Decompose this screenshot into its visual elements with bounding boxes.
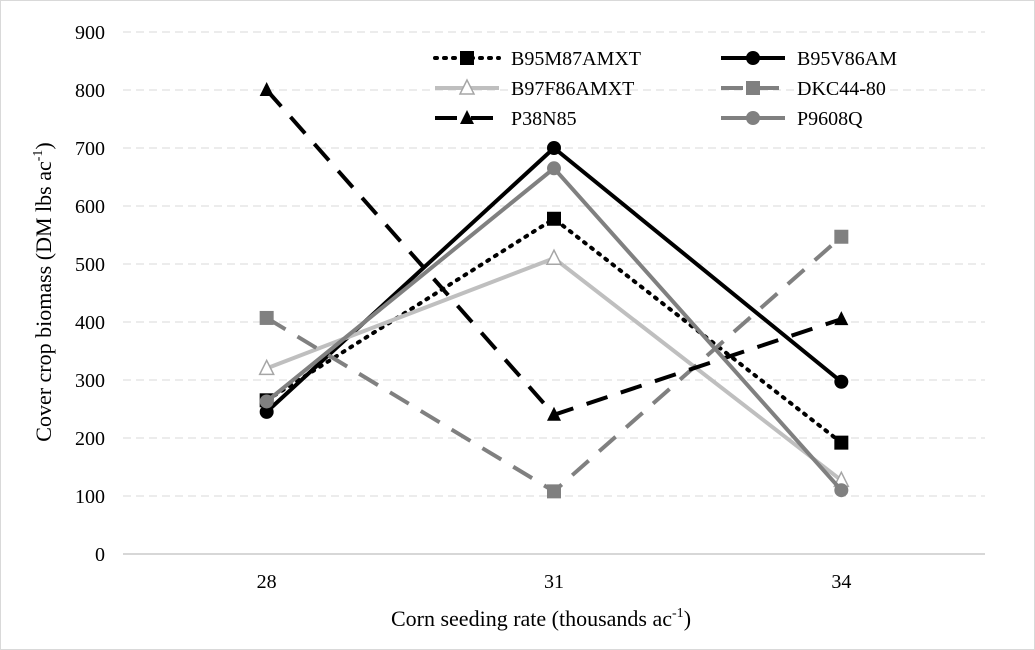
- y-tick-label: 400: [75, 312, 105, 334]
- y-tick-label: 0: [95, 544, 105, 566]
- data-point: [834, 483, 849, 498]
- legend-marker: [460, 110, 474, 124]
- legend-label: P38N85: [511, 108, 577, 130]
- y-tick-label: 700: [75, 138, 105, 160]
- data-point: [259, 394, 274, 409]
- series-p9608q: [259, 161, 849, 498]
- legend-item-p9608q: P9608Q: [721, 108, 863, 130]
- legend-marker: [746, 111, 760, 125]
- legend-label: B95V86AM: [797, 48, 897, 70]
- series-layer: [258, 82, 850, 499]
- legend: B95M87AMXT B95V86AM B97F86AMXT DKC44-80 P38N…: [433, 48, 897, 130]
- legend-item-b95v86am: B95V86AM: [721, 48, 897, 70]
- data-point: [259, 310, 274, 325]
- legend-marker: [458, 78, 476, 95]
- data-point: [258, 358, 275, 376]
- data-point: [547, 141, 561, 155]
- data-point: [259, 82, 274, 96]
- x-tick-label: 31: [544, 571, 564, 593]
- series-dkc44-80: [259, 229, 849, 499]
- data-point: [547, 211, 561, 226]
- y-axis-title: Cover crop biomass (DM lbs ac-1): [31, 142, 56, 441]
- legend-label: DKC44-80: [797, 78, 886, 100]
- data-point: [834, 435, 849, 450]
- data-point: [547, 406, 561, 421]
- data-point: [834, 229, 849, 244]
- series-line-dkc44-80: [265, 235, 843, 494]
- y-tick-label: 300: [75, 370, 105, 392]
- data-point: [834, 311, 849, 326]
- data-point: [545, 248, 563, 265]
- y-tick-label: 200: [75, 428, 105, 450]
- series-b97f86amxt: [258, 248, 850, 488]
- legend-item-dkc44-80: DKC44-80: [721, 78, 886, 100]
- x-tick-label: 34: [831, 571, 851, 593]
- data-point: [834, 374, 849, 389]
- legend-label: B97F86AMXT: [511, 78, 634, 100]
- legend-label: P9608Q: [797, 108, 863, 130]
- legend-item-p38n85: P38N85: [435, 108, 577, 130]
- data-point: [547, 484, 561, 499]
- legend-marker: [746, 51, 760, 65]
- y-tick-label: 500: [75, 254, 105, 276]
- y-tick-label: 900: [75, 22, 105, 44]
- series-line-b95v86am: [265, 146, 843, 414]
- x-axis-title: Corn seeding rate (thousands ac-1): [391, 606, 691, 631]
- y-tick-label: 600: [75, 196, 105, 218]
- y-tick-label: 100: [75, 486, 105, 508]
- y-tick-label: 800: [75, 80, 105, 102]
- data-point: [259, 404, 274, 419]
- axis-layer: 0 100 200 300 400 500 600 700 800 900 28 31 34: [75, 22, 985, 593]
- x-tick-label: 28: [257, 571, 277, 593]
- series-line-b97f86amxt: [265, 256, 843, 482]
- legend-item-b95m87amxt: B95M87AMXT: [433, 48, 641, 70]
- series-p38n85: [259, 82, 849, 421]
- legend-marker: [746, 81, 760, 95]
- legend-label: B95M87AMXT: [511, 48, 641, 70]
- legend-marker: [460, 51, 474, 65]
- data-point: [547, 161, 561, 176]
- legend-item-b97f86amxt: B97F86AMXT: [435, 78, 634, 100]
